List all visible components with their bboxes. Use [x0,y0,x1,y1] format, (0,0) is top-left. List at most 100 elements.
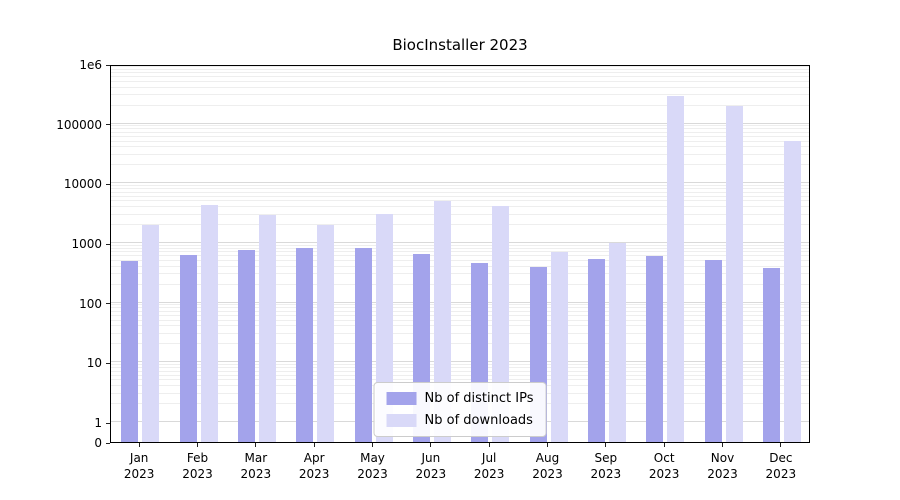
gridline-minor [111,247,809,249]
gridline-minor [111,135,809,137]
bar-downloads [433,201,451,442]
legend: Nb of distinct IPs Nb of downloads [373,382,547,437]
x-tick-label: Aug 2023 [532,451,563,481]
bar-distinct-ips [237,250,255,442]
bar-distinct-ips [121,260,139,442]
gridline-major [111,122,809,124]
gridline-minor [111,273,809,275]
bar-downloads [608,243,626,442]
gridline-minor [111,104,809,106]
gridline-minor [111,370,809,372]
x-tick-label: Dec 2023 [765,451,797,481]
gridline-minor [111,164,809,166]
x-tick-mark [722,443,723,447]
legend-entry-distinct-ips: Nb of distinct IPs [386,391,534,406]
gridline-minor [111,325,809,327]
bar-downloads [258,214,276,442]
x-tick-mark [430,443,432,447]
legend-swatch-distinct-ips [386,392,417,405]
bar-distinct-ips [762,268,780,442]
y-tick-mark [106,124,110,126]
gridline-minor [111,86,809,88]
y-tick-label: 0 [94,436,102,450]
x-tick-mark [255,443,257,447]
bar-distinct-ips [179,255,197,442]
gridline-minor [111,265,809,267]
legend-swatch-downloads [386,414,417,427]
chart-title: BiocInstaller 2023 [392,36,528,54]
x-tick-mark [663,443,665,447]
x-tick-label: May 2023 [357,451,388,481]
bar-distinct-ips [354,247,372,442]
gridline-minor [111,304,809,306]
y-tick-mark [106,183,110,185]
x-tick-mark [138,443,140,447]
gridline-minor [111,224,809,226]
gridline-minor [111,364,809,366]
bar-downloads [667,96,685,442]
y-tick-mark [106,303,110,305]
gridline-minor [111,319,809,321]
gridline-minor [111,213,809,215]
gridline-major [111,301,809,303]
gridline-minor [111,374,809,376]
gridline-minor [111,332,809,334]
gridline-major [111,182,809,184]
gridline-minor [111,206,809,208]
gridline-minor [111,140,809,142]
y-tick-mark [106,243,110,245]
gridline-minor [111,125,809,127]
gridline-minor [111,65,809,67]
x-tick-mark [488,443,490,447]
gridline-minor [111,310,809,312]
legend-entry-downloads: Nb of downloads [386,413,534,428]
gridline-minor [111,94,809,96]
gridline-minor [111,131,809,133]
bar-downloads [142,225,160,442]
bar-downloads [200,204,218,442]
gridline-minor [111,307,809,309]
gridline-minor [111,188,809,190]
gridline-minor [111,185,809,187]
x-tick-label: Sep 2023 [590,451,622,481]
gridline-minor [111,343,809,345]
x-tick-label: Nov 2023 [707,451,738,481]
x-tick-mark [605,443,607,447]
gridline-minor [111,255,809,257]
gridline-minor [111,367,809,369]
x-tick-label: Oct 2023 [648,451,680,481]
y-tick-mark [106,422,110,424]
y-tick-label: 1e6 [79,58,102,72]
y-tick-label: 100 [79,296,102,311]
gridline-minor [111,251,809,253]
gridline-minor [111,244,809,246]
bar-downloads [317,225,335,442]
y-tick-mark [106,64,110,66]
bar-distinct-ips [296,247,314,442]
x-tick-mark [372,443,373,447]
y-tick-label: 100000 [56,117,102,132]
gridline-minor [111,72,809,74]
gridline-minor [111,76,809,78]
gridline-major [111,361,809,363]
x-tick-mark [780,443,782,447]
x-tick-label: Feb 2023 [182,451,213,481]
gridline-minor [111,283,809,285]
bar-distinct-ips [646,256,664,442]
x-tick-label: Jan 2023 [123,451,155,481]
legend-label-downloads: Nb of downloads [424,413,533,428]
bar-downloads [725,105,743,442]
gridline-minor [111,68,809,70]
gridline-minor [111,128,809,130]
gridline-minor [111,153,809,155]
gridline-major [111,242,809,243]
gridline-minor [111,80,809,82]
x-tick-label: Jun 2023 [415,451,447,481]
x-tick-label: Apr 2023 [298,451,330,481]
y-tick-mark [106,442,110,444]
y-tick-label: 10 [86,356,102,371]
bar-distinct-ips [587,258,605,442]
gridline-minor [111,195,809,197]
legend-label-distinct-ips: Nb of distinct IPs [424,391,534,406]
